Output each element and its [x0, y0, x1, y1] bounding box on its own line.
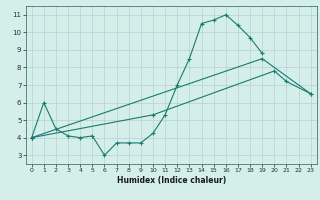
X-axis label: Humidex (Indice chaleur): Humidex (Indice chaleur) [116, 176, 226, 185]
